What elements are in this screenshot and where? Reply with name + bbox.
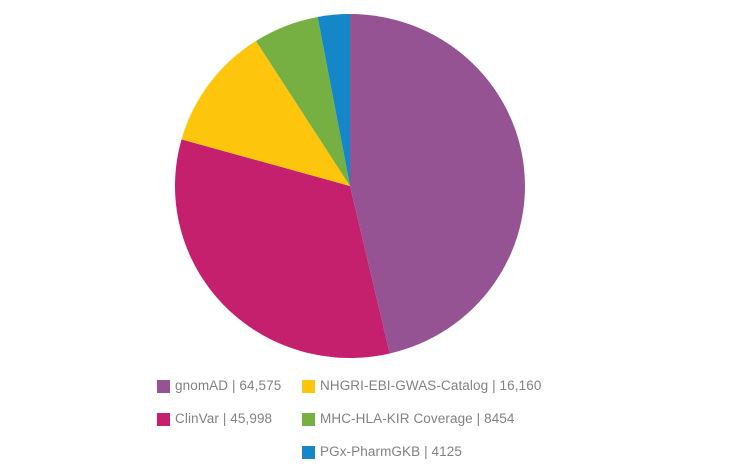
legend-label-pgx-pharmgkb: PGx-PharmGKB | 4125 [320,444,462,459]
pie-slice-pgx-pharmgkb [317,14,350,186]
legend-label-gnomad: gnomAD | 64,575 [175,378,282,393]
chart-legend: gnomAD | 64,575 NHGRI-EBI-GWAS-Catalog |… [157,379,541,459]
legend-item-clinvar: ClinVar | 45,998 [157,412,302,426]
legend-item-pgx-pharmgkb: PGx-PharmGKB | 4125 [302,445,541,459]
legend-label-nhgri-ebi-gwas-catalog: NHGRI-EBI-GWAS-Catalog | 16,160 [320,378,542,393]
pie-slice-clinvar [175,139,390,358]
legend-item-nhgri-ebi-gwas-catalog: NHGRI-EBI-GWAS-Catalog | 16,160 [302,379,541,393]
legend-label-mhc-hla-kir-coverage: MHC-HLA-KIR Coverage | 8454 [320,411,515,426]
legend-swatch-gnomad [157,379,170,393]
legend-item-mhc-hla-kir-coverage: MHC-HLA-KIR Coverage | 8454 [302,412,541,426]
pie-slice-nhgri-ebi-gwas-catalog [181,40,350,187]
legend-label-clinvar: ClinVar | 45,998 [175,411,273,426]
legend-item-gnomad: gnomAD | 64,575 [157,379,302,393]
legend-swatch-nhgri-ebi-gwas-catalog [302,379,315,393]
legend-swatch-clinvar [157,412,170,426]
legend-swatch-pgx-pharmgkb [302,445,315,459]
pie-slice-mhc-hla-kir-coverage [255,16,350,186]
legend-swatch-mhc-hla-kir-coverage [302,412,315,426]
pie-slice-gnomad [350,14,525,354]
